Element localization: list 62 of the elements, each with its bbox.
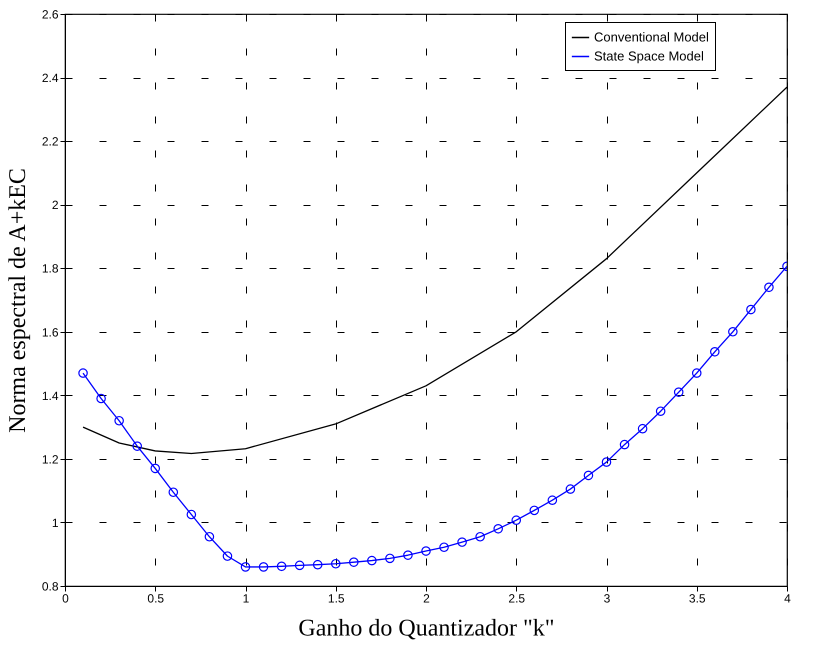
point [276,562,286,572]
point [493,524,503,534]
y-tick-label: 0.8 [42,580,59,594]
point [349,557,359,567]
point [312,560,322,570]
point [132,441,142,451]
point [78,368,88,378]
x-tick-label: 2 [423,592,430,606]
point [710,347,720,357]
point [602,457,612,467]
x-tick-label: 3 [604,592,611,606]
y-axis-title: Norma espectral de A+kEC [4,168,31,433]
y-tick-label: 1 [52,516,59,530]
legend-label: Conventional Model [594,30,710,44]
point [475,532,485,542]
y-tick-label: 2.4 [42,71,59,86]
point [674,387,684,397]
point [330,558,341,569]
point [294,560,304,570]
x-tick-label: 4 [784,592,792,606]
point [584,470,594,480]
point [204,532,214,542]
point [656,406,666,416]
point [620,440,630,450]
point [96,394,106,404]
y-tick-label: 2.2 [42,134,59,149]
point [150,464,160,474]
point [530,506,540,516]
x-tick-label: 0 [62,592,70,606]
legend-label: State Space Model [594,48,704,64]
point [258,562,268,572]
x-axis-title: Ganho do Quantizador "k" [298,616,555,642]
y-tick-label: 1.6 [42,325,59,340]
x-tick-label: 2.5 [508,592,526,606]
x-tick-label: 1.5 [328,592,345,606]
point [511,515,522,525]
x-tick-label: 0.5 [147,592,164,606]
point [222,551,232,561]
point [746,304,756,314]
point [692,368,702,378]
point [439,542,449,552]
y-tick-label: 1.8 [42,262,59,276]
x-tick-label: 3.5 [688,592,706,606]
point [385,554,395,564]
y-tick-label: 1.2 [42,452,59,466]
point [728,327,738,337]
point [638,424,648,434]
y-tick-label: 2.6 [42,8,59,22]
point [764,282,774,292]
point [186,510,196,520]
point [548,495,558,505]
point [421,546,431,556]
point [403,550,413,560]
point [114,416,124,426]
y-tick-label: 2 [52,198,59,212]
point [240,562,250,572]
point [566,484,576,494]
x-tick-label: 1 [242,592,250,606]
point [367,556,377,566]
y-tick-label: 1.4 [42,388,59,403]
point [457,537,467,547]
point [168,487,178,498]
